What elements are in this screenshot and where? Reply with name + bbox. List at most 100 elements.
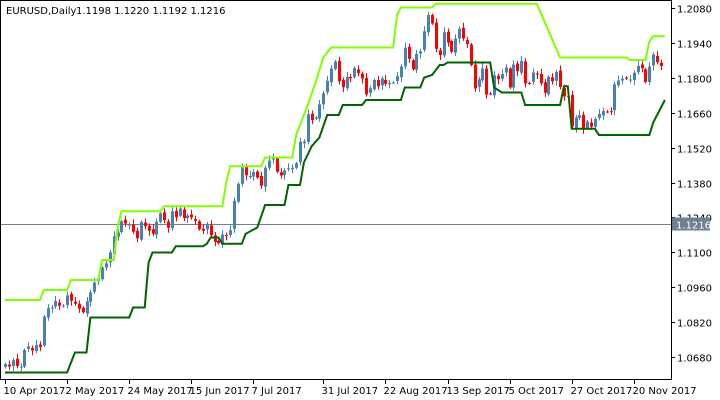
candle-body: [330, 68, 333, 83]
candle-body: [388, 83, 391, 85]
candle-body: [594, 119, 597, 127]
x-tick-label: 24 May 2017: [128, 386, 193, 397]
candle-body: [51, 307, 54, 309]
candle-body: [124, 219, 127, 224]
y-tick-label: 1.1520: [677, 145, 712, 156]
candle-body: [633, 72, 636, 80]
upper-channel-line: [5, 2, 665, 301]
candle-body: [435, 22, 438, 49]
candle-body: [474, 64, 477, 89]
candle-body: [183, 209, 186, 218]
candle-body: [194, 219, 197, 221]
candle-body: [536, 73, 539, 75]
candle-body: [369, 88, 372, 93]
candle-body: [485, 68, 488, 95]
candle-body: [462, 27, 465, 39]
candle-body: [648, 66, 651, 82]
candle-body: [652, 54, 655, 66]
x-tick-label: 20 Nov 2017: [633, 386, 697, 397]
candle-body: [575, 117, 578, 128]
x-tick-label: 5 Oct 2017: [509, 386, 564, 397]
candle-body: [392, 82, 395, 84]
x-tick-label: 15 Jun 2017: [190, 386, 250, 397]
candle-body: [62, 305, 65, 307]
candle-body: [408, 46, 411, 59]
candle-body: [245, 166, 248, 176]
candle-body: [179, 208, 182, 216]
candle-body: [237, 183, 240, 202]
y-tick-label: 1.1100: [677, 249, 712, 260]
candle-body: [307, 114, 310, 142]
y-tick-label: 1.1800: [677, 75, 712, 86]
y-tick-label: 1.1660: [677, 110, 712, 121]
x-tick-label: 13 Sep 2017: [447, 386, 510, 397]
candle-body: [105, 263, 108, 268]
candle-body: [144, 222, 147, 227]
lower-channel-line: [5, 61, 666, 374]
candle-body: [140, 222, 143, 240]
candle-body: [621, 78, 624, 81]
candle-body: [454, 38, 457, 53]
candle-body: [167, 221, 170, 228]
y-tick-label: 1.1940: [677, 40, 712, 51]
candle-body: [610, 111, 613, 113]
candle-body: [20, 366, 23, 368]
candle-body: [427, 15, 430, 33]
candle-body: [27, 346, 30, 349]
candle-body: [423, 31, 426, 50]
candle-body: [206, 224, 209, 230]
candle-body: [249, 176, 252, 177]
candle-body: [35, 345, 38, 351]
candle-body: [551, 77, 554, 82]
candle-body: [641, 64, 644, 69]
candle-body: [322, 93, 325, 105]
candle-body: [629, 79, 632, 81]
candle-body: [8, 364, 11, 367]
candle-body: [54, 301, 57, 307]
candle-body: [128, 224, 131, 226]
candle-body: [443, 32, 446, 56]
candle-body: [544, 82, 547, 93]
candle-body: [555, 72, 558, 81]
candle-body: [198, 221, 201, 230]
candle-body: [229, 230, 232, 235]
candle-body: [159, 213, 162, 222]
candle-body: [466, 40, 469, 44]
y-tick-label: 1.2080: [677, 5, 712, 16]
candle-body: [283, 170, 286, 175]
candle-body: [109, 252, 112, 263]
candle-body: [117, 232, 120, 237]
candle-body: [175, 210, 178, 218]
candles: [4, 11, 663, 372]
x-tick-label: 31 Jul 2017: [322, 386, 379, 397]
candle-body: [349, 77, 352, 79]
candle-body: [276, 158, 279, 172]
candle-body: [214, 235, 217, 242]
candle-body: [412, 60, 415, 70]
candle-body: [315, 117, 318, 119]
candle-body: [606, 111, 609, 113]
candle-body: [148, 225, 151, 231]
candle-body: [318, 104, 321, 119]
candle-body: [447, 31, 450, 43]
plot-frame: [0, 0, 672, 380]
candle-body: [260, 176, 263, 186]
candle-body: [384, 80, 387, 84]
candle-body: [171, 211, 174, 229]
candle-body: [136, 230, 139, 239]
candle-body: [396, 76, 399, 81]
candle-body: [598, 114, 601, 118]
candle-body: [190, 214, 193, 218]
candle-body: [280, 172, 283, 176]
candle-body: [202, 228, 205, 231]
candle-body: [101, 267, 104, 280]
candle-body: [338, 61, 341, 82]
candle-body: [93, 282, 96, 292]
candle-body: [365, 78, 368, 95]
candle-body: [70, 294, 73, 301]
candle-body: [82, 307, 85, 313]
candle-body: [241, 167, 244, 184]
candle-body: [346, 77, 349, 89]
